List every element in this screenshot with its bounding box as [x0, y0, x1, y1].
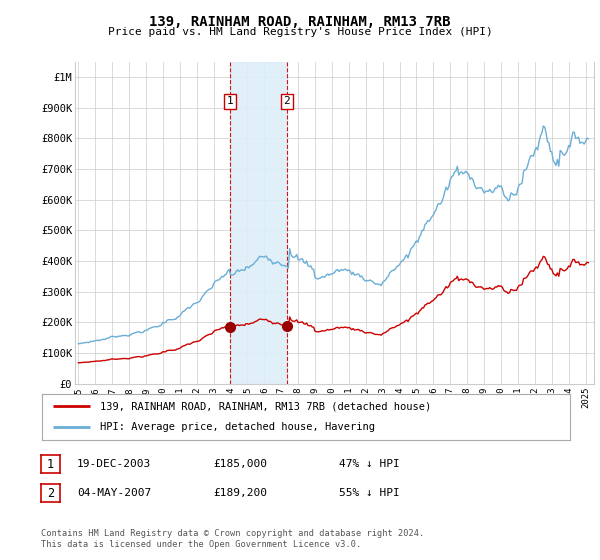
Text: 139, RAINHAM ROAD, RAINHAM, RM13 7RB: 139, RAINHAM ROAD, RAINHAM, RM13 7RB: [149, 15, 451, 29]
Text: £185,000: £185,000: [213, 459, 267, 469]
Text: Price paid vs. HM Land Registry's House Price Index (HPI): Price paid vs. HM Land Registry's House …: [107, 27, 493, 38]
Text: 139, RAINHAM ROAD, RAINHAM, RM13 7RB (detached house): 139, RAINHAM ROAD, RAINHAM, RM13 7RB (de…: [100, 401, 431, 411]
Text: 04-MAY-2007: 04-MAY-2007: [77, 488, 151, 498]
Text: 19-DEC-2003: 19-DEC-2003: [77, 459, 151, 469]
Bar: [230, 62, 287, 384]
Text: 47% ↓ HPI: 47% ↓ HPI: [339, 459, 400, 469]
Text: HPI: Average price, detached house, Havering: HPI: Average price, detached house, Have…: [100, 422, 375, 432]
Text: £189,200: £189,200: [213, 488, 267, 498]
Text: 55% ↓ HPI: 55% ↓ HPI: [339, 488, 400, 498]
Text: Contains HM Land Registry data © Crown copyright and database right 2024.
This d: Contains HM Land Registry data © Crown c…: [41, 529, 424, 549]
Text: 2: 2: [284, 96, 290, 106]
Text: 1: 1: [47, 458, 54, 471]
Text: 1: 1: [227, 96, 233, 106]
Text: 2: 2: [47, 487, 54, 500]
